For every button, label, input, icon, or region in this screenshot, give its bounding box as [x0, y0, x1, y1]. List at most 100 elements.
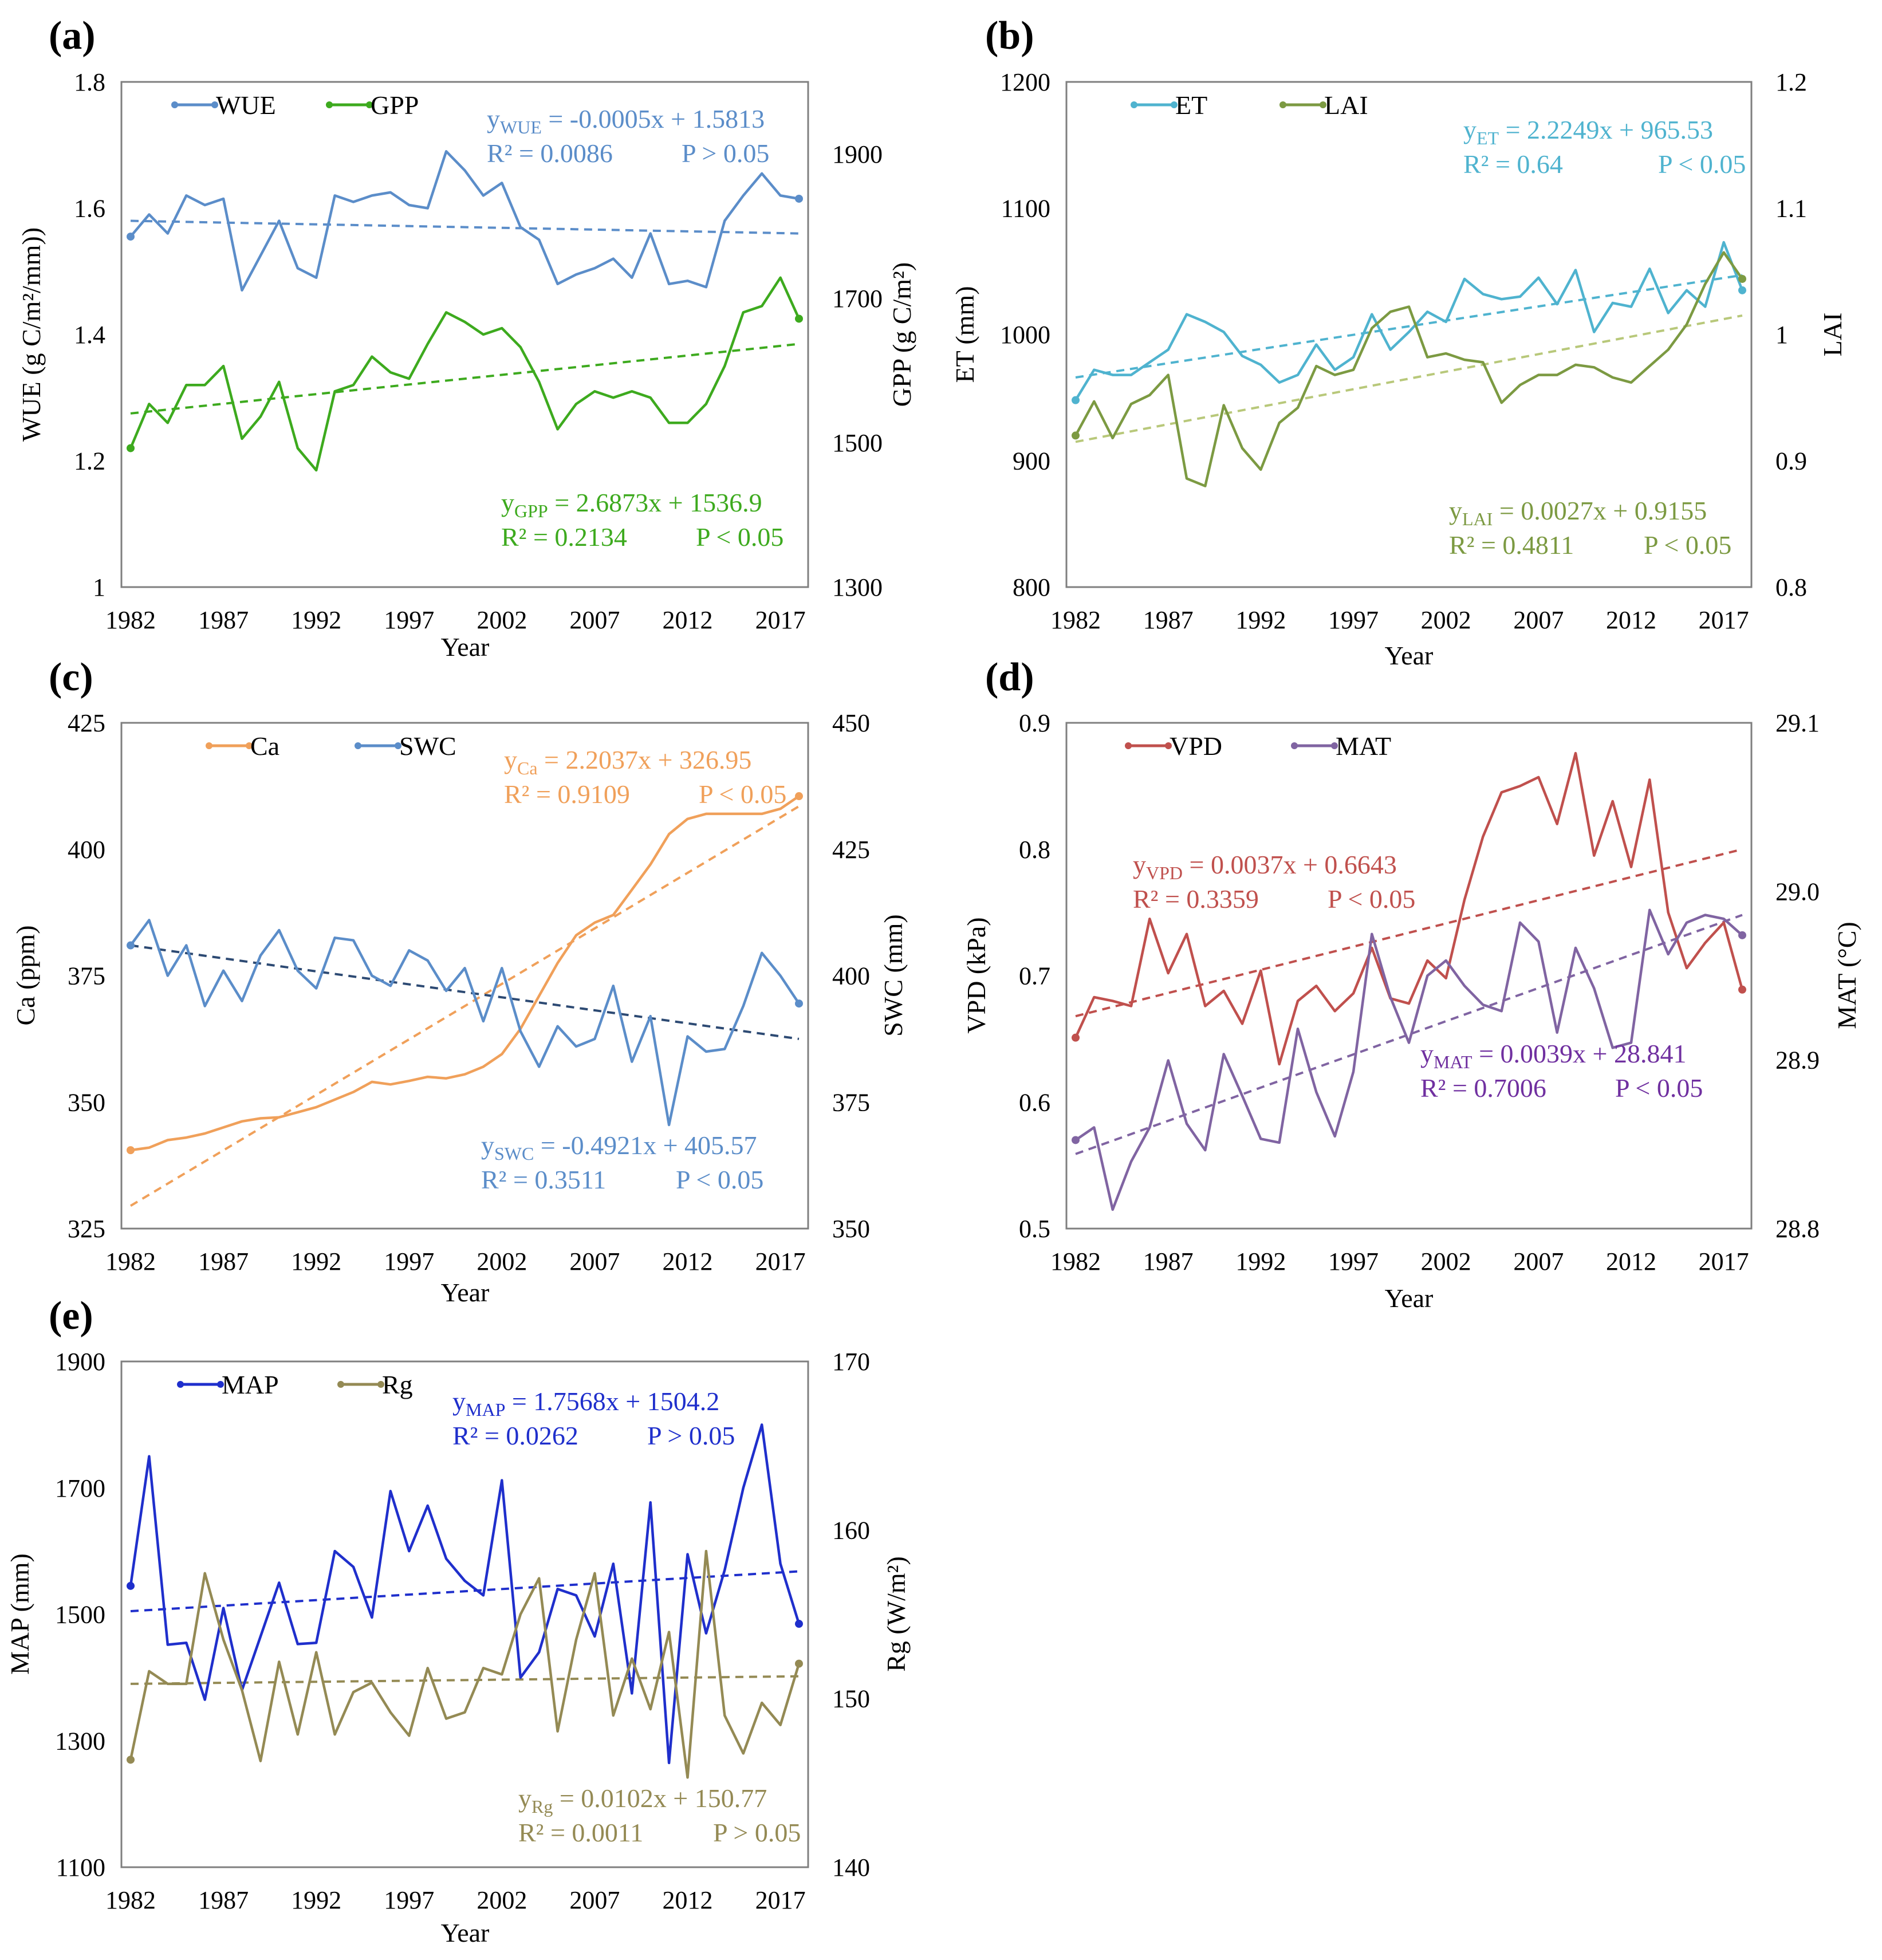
- x-axis-title: Year: [441, 1918, 490, 1947]
- series-marker-rg: [795, 1659, 803, 1668]
- series-line-lai: [1074, 251, 1743, 487]
- x-tick-label: 2007: [569, 1886, 620, 1914]
- trendline-et: [1075, 274, 1743, 379]
- y-right-tick-label: 0.8: [1775, 573, 1807, 601]
- y-left-axis-title: WUE (g C/m²/mm)): [17, 227, 46, 442]
- regression-r2-swc: R² = 0.3511: [481, 1165, 606, 1194]
- panel-label: (b): [985, 14, 1034, 58]
- regression-p-et: P < 0.05: [1658, 149, 1746, 179]
- x-axis-title: Year: [441, 1278, 490, 1307]
- x-tick-label: 2017: [755, 606, 806, 634]
- y-left-tick-label: 0.7: [1019, 962, 1050, 990]
- y-right-tick-label: 450: [832, 709, 870, 737]
- trendline-swc: [130, 944, 800, 1040]
- y-left-tick-label: 1900: [55, 1348, 105, 1376]
- y-left-axis-title: MAP (mm): [5, 1553, 34, 1675]
- series-marker-gpp: [795, 314, 803, 323]
- x-tick-label: 1992: [291, 606, 341, 634]
- x-tick-label: 1997: [1328, 1247, 1379, 1276]
- y-left-tick-label: 1200: [1000, 68, 1050, 96]
- y-left-tick-label: 0.9: [1019, 709, 1050, 737]
- x-tick-label: 2007: [1513, 1247, 1564, 1276]
- series-line-mat: [1074, 908, 1743, 1211]
- series-marker-map: [127, 1581, 135, 1590]
- trendline-lai: [1075, 314, 1743, 443]
- x-axis-title: Year: [441, 632, 490, 662]
- regression-equation-rg: yRg = 0.0102x + 150.77: [518, 1784, 767, 1817]
- series-marker-et: [1072, 396, 1080, 404]
- legend-marker: [355, 742, 361, 749]
- regression-p-mat: P < 0.05: [1615, 1073, 1703, 1103]
- y-left-tick-label: 1100: [1001, 195, 1050, 223]
- y-right-tick-label: 0.9: [1775, 447, 1807, 475]
- x-tick-label: 2002: [477, 1247, 527, 1276]
- y-right-tick-label: 1: [1775, 321, 1788, 349]
- legend-marker: [326, 101, 333, 108]
- y-left-tick-label: 0.6: [1019, 1088, 1050, 1116]
- trendline-rg: [130, 1675, 800, 1685]
- x-tick-label: 1982: [105, 1247, 156, 1276]
- chart-panel-1: (a) 1 1.2 1.4 1.6 1.8 1300 1500 1700 1900 1982 1987…: [17, 14, 916, 662]
- y-left-tick-label: 1.2: [74, 447, 105, 475]
- panel-label: (e): [49, 1294, 93, 1338]
- y-left-tick-label: 1700: [55, 1474, 105, 1502]
- legend-marker: [1171, 101, 1178, 108]
- x-tick-label: 2017: [755, 1886, 806, 1914]
- x-tick-label: 2002: [1421, 606, 1471, 634]
- series-line-rg: [129, 1549, 801, 1779]
- x-tick-label: 1992: [1235, 1247, 1286, 1276]
- series-marker-et: [1738, 286, 1746, 294]
- y-right-tick-label: 1300: [832, 573, 883, 601]
- regression-r2-vpd: R² = 0.3359: [1133, 884, 1259, 914]
- x-tick-label: 1987: [198, 1886, 249, 1914]
- x-tick-label: 1997: [384, 606, 434, 634]
- regression-r2-gpp: R² = 0.2134: [501, 522, 627, 552]
- series-line-et: [1074, 241, 1744, 401]
- regression-p-swc: P < 0.05: [676, 1165, 763, 1194]
- y-right-tick-label: 28.8: [1775, 1215, 1820, 1243]
- regression-r2-lai: R² = 0.4811: [1449, 530, 1574, 560]
- chart-panel-4: (d) 0.5 0.6 0.7 0.8 0.9 28.8 28.9 29.0 29.1 1982 19…: [962, 655, 1861, 1313]
- regression-r2-rg: R² = 0.0011: [518, 1818, 643, 1847]
- x-tick-label: 2012: [663, 1247, 713, 1276]
- regression-p-rg: P > 0.05: [713, 1818, 801, 1847]
- legend-marker: [171, 101, 178, 108]
- y-right-axis-title: LAI: [1818, 313, 1847, 357]
- trendline-ca: [129, 805, 800, 1207]
- plot-frame: [120, 722, 809, 1230]
- regression-r2-mat: R² = 0.7006: [1420, 1073, 1546, 1103]
- y-left-tick-label: 1: [93, 573, 105, 601]
- regression-equation-map: yMAP = 1.7568x + 1504.2: [452, 1387, 719, 1420]
- regression-r2-map: R² = 0.0262: [452, 1421, 578, 1450]
- trendline-mat: [1075, 914, 1743, 1155]
- series-marker-ca: [127, 1146, 135, 1155]
- plot-frame: [1065, 722, 1753, 1230]
- series-marker-vpd: [1738, 985, 1746, 994]
- legend-marker: [1131, 101, 1137, 108]
- regression-r2-ca: R² = 0.9109: [504, 780, 630, 809]
- x-tick-label: 2012: [1606, 606, 1656, 634]
- legend-marker: [337, 1381, 344, 1388]
- y-right-axis-title: GPP (g C/m²): [887, 262, 916, 407]
- panel-label: (a): [49, 14, 96, 58]
- y-left-tick-label: 1.6: [74, 195, 105, 223]
- legend-marker: [1279, 101, 1286, 108]
- legend-marker: [246, 742, 253, 749]
- trendline-vpd: [1075, 848, 1743, 1018]
- legend-marker: [377, 1381, 384, 1388]
- x-tick-label: 1987: [1143, 606, 1194, 634]
- y-right-tick-label: 400: [832, 962, 870, 990]
- legend-label-lai: LAI: [1324, 90, 1368, 120]
- y-left-axis-title: VPD (kPa): [962, 917, 991, 1033]
- regression-p-gpp: P < 0.05: [696, 522, 783, 552]
- x-tick-label: 1992: [291, 1247, 341, 1276]
- trendline-wue: [130, 219, 800, 235]
- y-left-tick-label: 1500: [55, 1601, 105, 1629]
- y-left-axis-title: ET (mm): [950, 286, 979, 383]
- legend-marker: [1125, 742, 1132, 749]
- legend-marker: [1165, 742, 1172, 749]
- x-tick-label: 1997: [384, 1247, 434, 1276]
- y-right-tick-label: 28.9: [1775, 1046, 1820, 1075]
- x-tick-label: 2012: [663, 606, 713, 634]
- series-marker-lai: [1738, 274, 1746, 283]
